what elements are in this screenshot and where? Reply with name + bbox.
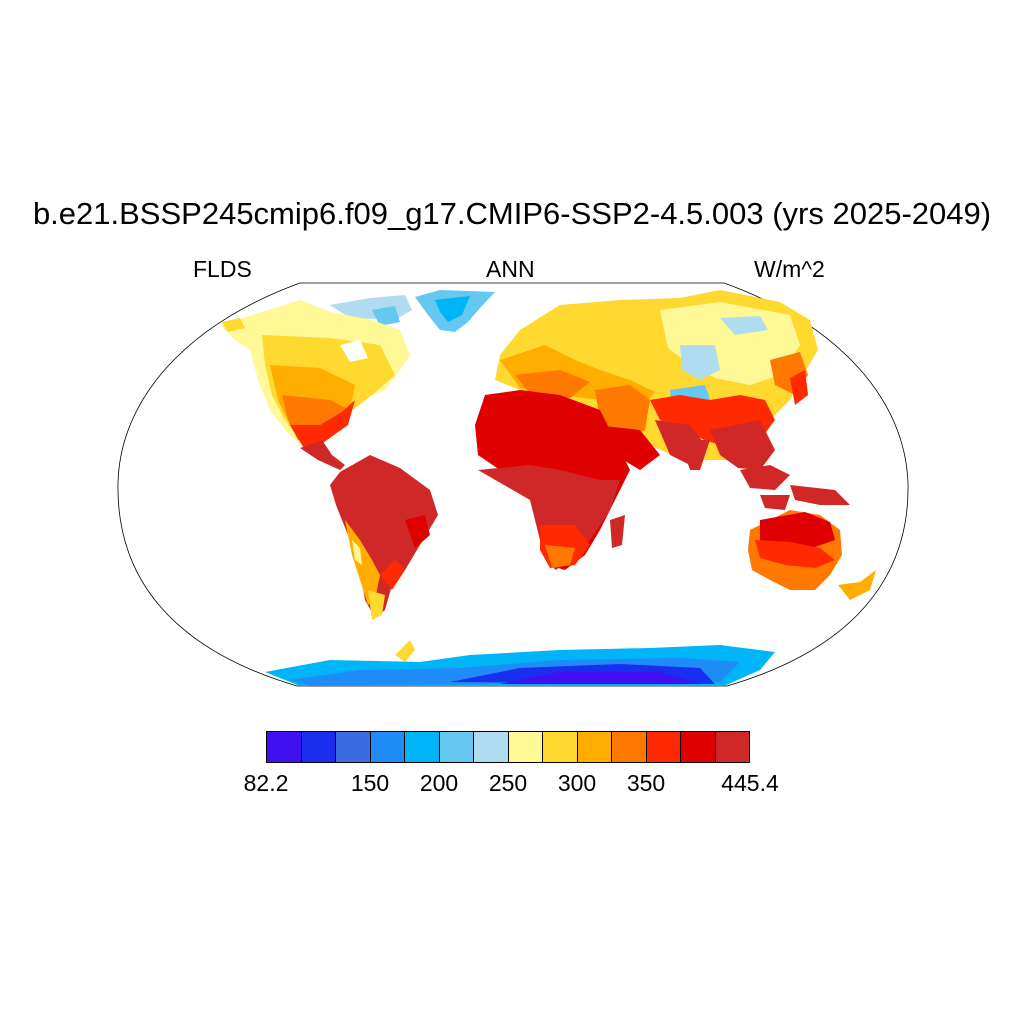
colorbar-tick-label: 350 [626, 770, 666, 796]
colorbar-tick-label: 200 [419, 770, 459, 796]
colorbar-swatch [681, 732, 716, 762]
colorbar-swatch [267, 732, 302, 762]
colorbar-tick-label: 250 [488, 770, 528, 796]
colorbar-swatch [474, 732, 509, 762]
colorbar-swatch [508, 732, 543, 762]
colorbar-swatch [370, 732, 405, 762]
colorbar-swatch [336, 732, 371, 762]
middle-east-india [595, 425, 710, 470]
colorbar-swatch [543, 732, 578, 762]
australia [748, 510, 876, 600]
north-america [220, 300, 410, 470]
colorbar-tick-label: 445.4 [721, 770, 779, 796]
colorbar-swatch [715, 732, 749, 762]
eurasia [495, 290, 818, 470]
colorbar-tick-label: 82.2 [243, 770, 289, 796]
map-title: b.e21.BSSP245cmip6.f09_g17.CMIP6-SSP2-4.… [32, 196, 992, 231]
units-label: W/m^2 [754, 256, 825, 282]
variable-label: FLDS [193, 256, 252, 282]
maritime-continent [740, 465, 850, 510]
antarctica [265, 640, 775, 686]
colorbar-swatch [301, 732, 336, 762]
arctic-islands [330, 295, 412, 326]
greenland [415, 290, 495, 332]
colorbar-swatch [405, 732, 440, 762]
colorbar-tick-label: 150 [350, 770, 390, 796]
africa [475, 390, 630, 570]
south-america [330, 455, 438, 620]
colorbar-swatch [577, 732, 612, 762]
colorbar [266, 731, 750, 763]
colorbar-swatch [439, 732, 474, 762]
colorbar-swatch [646, 732, 681, 762]
colorbar-tick-label: 300 [557, 770, 597, 796]
colorbar-swatch [612, 732, 647, 762]
season-label: ANN [486, 256, 535, 282]
